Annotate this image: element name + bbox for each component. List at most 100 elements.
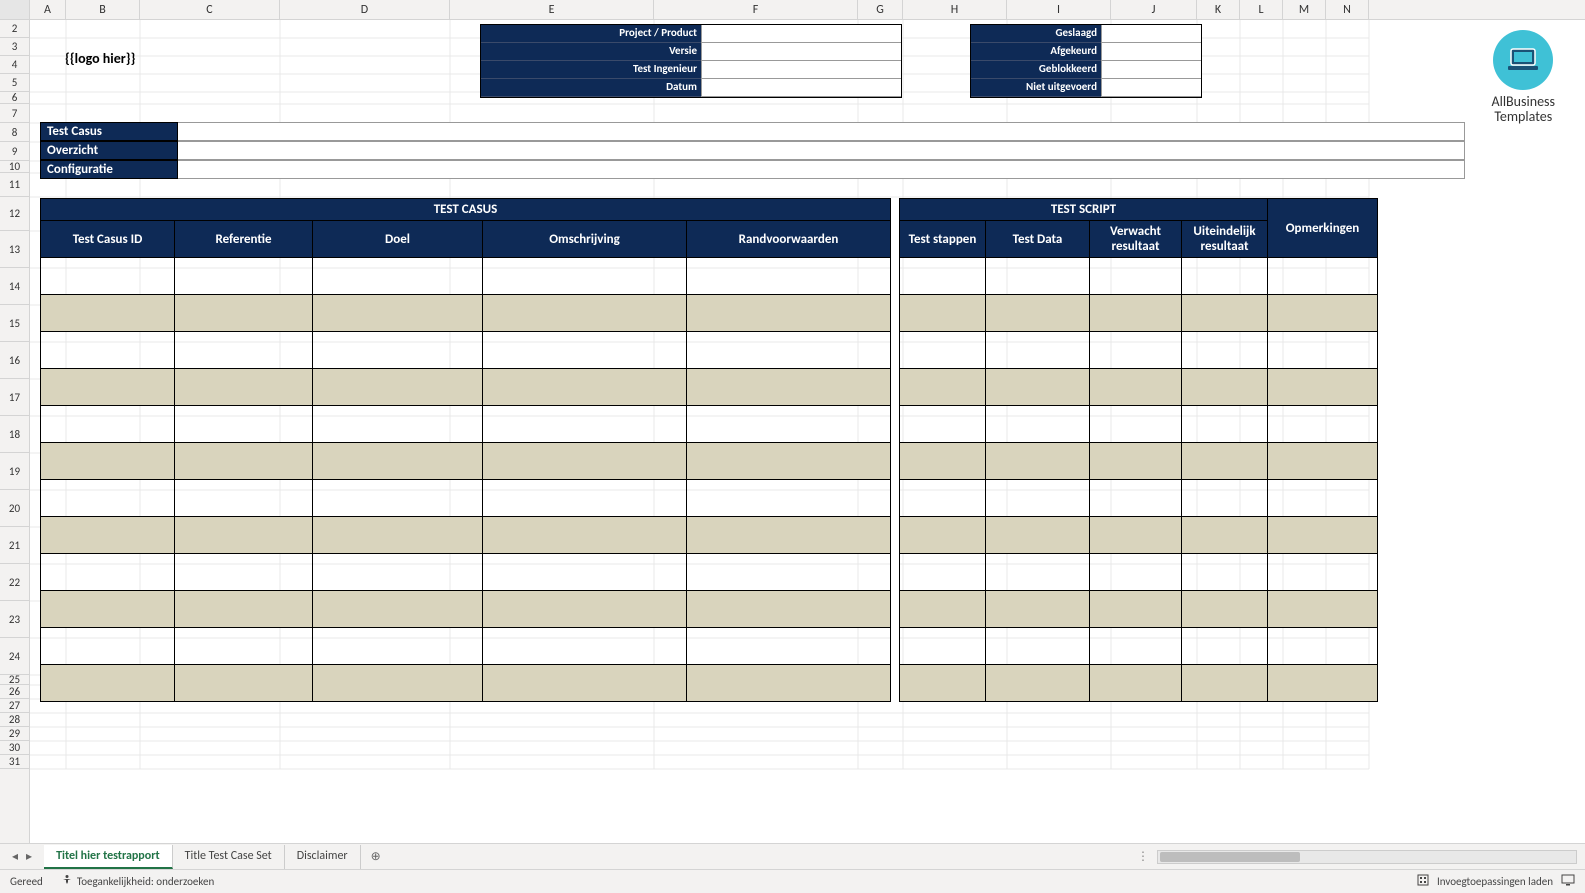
table-cell[interactable] <box>1182 554 1268 591</box>
table-cell[interactable] <box>900 369 986 406</box>
table-cell[interactable] <box>1090 554 1182 591</box>
table-cell[interactable] <box>1090 406 1182 443</box>
table-cell[interactable] <box>1268 591 1378 628</box>
table-row[interactable] <box>41 591 1378 628</box>
column-header[interactable]: C <box>140 0 280 19</box>
table-cell[interactable] <box>986 406 1090 443</box>
column-header[interactable]: N <box>1326 0 1369 19</box>
info-value-cell[interactable] <box>178 122 1465 141</box>
table-cell[interactable] <box>483 443 687 480</box>
table-cell[interactable] <box>175 369 313 406</box>
table-cell[interactable] <box>687 369 891 406</box>
table-cell[interactable] <box>1090 295 1182 332</box>
column-header[interactable]: B <box>66 0 140 19</box>
table-cell[interactable] <box>986 628 1090 665</box>
table-cell[interactable] <box>900 258 986 295</box>
column-header[interactable]: E <box>450 0 654 19</box>
row-header[interactable]: 7 <box>0 104 29 123</box>
table-cell[interactable] <box>175 295 313 332</box>
table-row[interactable] <box>41 406 1378 443</box>
table-cell[interactable] <box>1090 443 1182 480</box>
table-cell[interactable] <box>687 665 891 702</box>
row-header[interactable]: 17 <box>0 379 29 416</box>
table-cell[interactable] <box>1182 591 1268 628</box>
table-cell[interactable] <box>1090 591 1182 628</box>
row-header[interactable]: 3 <box>0 38 29 56</box>
table-cell[interactable] <box>1182 295 1268 332</box>
table-cell[interactable] <box>313 517 483 554</box>
table-cell[interactable] <box>1182 258 1268 295</box>
row-header[interactable]: 26 <box>0 685 29 699</box>
table-cell[interactable] <box>687 332 891 369</box>
table-cell[interactable] <box>313 665 483 702</box>
table-cell[interactable] <box>1090 665 1182 702</box>
table-cell[interactable] <box>175 665 313 702</box>
sheet-tab[interactable]: Title Test Case Set <box>173 845 285 869</box>
info-value-cell[interactable] <box>178 160 1465 179</box>
table-cell[interactable] <box>687 443 891 480</box>
table-cell[interactable] <box>1182 406 1268 443</box>
row-header[interactable]: 21 <box>0 527 29 564</box>
table-cell[interactable] <box>687 295 891 332</box>
column-header[interactable]: D <box>280 0 450 19</box>
table-row[interactable] <box>41 628 1378 665</box>
tab-nav-prev[interactable]: ◂ <box>8 849 22 864</box>
table-cell[interactable] <box>41 628 175 665</box>
table-cell[interactable] <box>175 591 313 628</box>
table-row[interactable] <box>41 517 1378 554</box>
table-row[interactable] <box>41 332 1378 369</box>
table-cell[interactable] <box>175 628 313 665</box>
table-cell[interactable] <box>900 665 986 702</box>
table-cell[interactable] <box>1268 480 1378 517</box>
sheet-tab[interactable]: Titel hier testrapport <box>44 845 173 869</box>
meta-value-cell[interactable] <box>701 43 901 61</box>
row-header[interactable]: 15 <box>0 305 29 342</box>
table-cell[interactable] <box>175 258 313 295</box>
table-cell[interactable] <box>900 591 986 628</box>
table-cell[interactable] <box>1090 258 1182 295</box>
table-cell[interactable] <box>41 591 175 628</box>
row-header[interactable]: 10 <box>0 161 29 173</box>
row-header[interactable]: 29 <box>0 727 29 741</box>
table-cell[interactable] <box>483 480 687 517</box>
column-header[interactable]: G <box>858 0 903 19</box>
table-cell[interactable] <box>41 332 175 369</box>
table-cell[interactable] <box>1268 554 1378 591</box>
table-row[interactable] <box>41 480 1378 517</box>
table-cell[interactable] <box>687 591 891 628</box>
row-header[interactable]: 2 <box>0 20 29 38</box>
column-header[interactable]: I <box>1007 0 1111 19</box>
add-sheet-button[interactable]: ⊕ <box>361 849 391 864</box>
display-settings-icon[interactable] <box>1561 874 1575 889</box>
table-row[interactable] <box>41 258 1378 295</box>
table-cell[interactable] <box>483 369 687 406</box>
table-cell[interactable] <box>1182 332 1268 369</box>
table-row[interactable] <box>41 554 1378 591</box>
row-header[interactable]: 9 <box>0 142 29 161</box>
column-header[interactable]: J <box>1111 0 1197 19</box>
table-cell[interactable] <box>900 443 986 480</box>
table-cell[interactable] <box>1182 369 1268 406</box>
table-cell[interactable] <box>1268 332 1378 369</box>
table-cell[interactable] <box>313 295 483 332</box>
table-cell[interactable] <box>687 406 891 443</box>
table-cell[interactable] <box>986 591 1090 628</box>
table-cell[interactable] <box>1182 517 1268 554</box>
tab-nav-next[interactable]: ▸ <box>22 849 36 864</box>
row-header[interactable]: 28 <box>0 713 29 727</box>
table-cell[interactable] <box>313 258 483 295</box>
table-cell[interactable] <box>41 554 175 591</box>
row-header[interactable]: 25 <box>0 675 29 685</box>
meta-value-cell[interactable] <box>701 61 901 79</box>
row-header[interactable]: 20 <box>0 490 29 527</box>
table-cell[interactable] <box>986 480 1090 517</box>
meta-value-cell[interactable] <box>1101 61 1201 79</box>
table-cell[interactable] <box>313 480 483 517</box>
row-header[interactable]: 31 <box>0 755 29 769</box>
status-accessibility[interactable]: Toegankelijkheid: onderzoeken <box>77 875 214 888</box>
sheet-tab[interactable]: Disclaimer <box>285 845 361 869</box>
table-cell[interactable] <box>687 258 891 295</box>
table-cell[interactable] <box>986 295 1090 332</box>
table-cell[interactable] <box>175 480 313 517</box>
table-cell[interactable] <box>41 369 175 406</box>
